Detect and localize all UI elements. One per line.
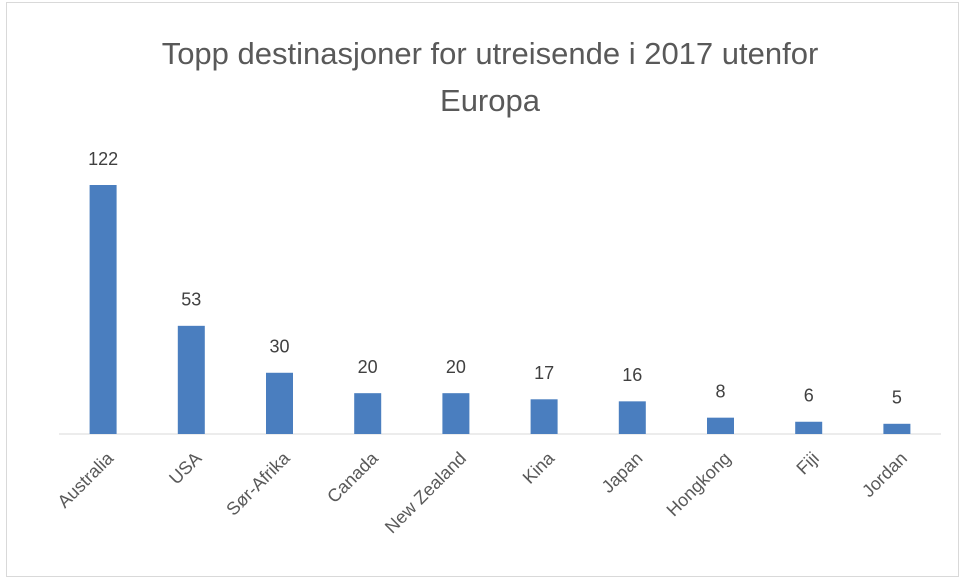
bar (354, 393, 382, 434)
data-label: 16 (622, 365, 642, 385)
x-tick-label: Fiji (792, 448, 822, 478)
x-tick-label: USA (165, 448, 205, 488)
x-tick-label: Hongkong (663, 448, 735, 520)
data-label: 53 (181, 290, 201, 310)
data-label: 122 (88, 149, 118, 169)
data-label: 6 (804, 386, 814, 406)
bar (707, 417, 734, 434)
bar (618, 401, 646, 434)
x-tick-label: Canada (323, 447, 382, 506)
bar (442, 393, 470, 434)
x-tick-label: Jordan (858, 448, 911, 501)
chart-title: Topp destinasjoner for utreisende i 2017… (161, 36, 819, 118)
x-tick-label: Japan (598, 448, 647, 497)
bar (266, 372, 293, 434)
data-label: 17 (534, 363, 554, 383)
bar (177, 325, 205, 434)
x-tick-label: New Zealand (381, 448, 470, 537)
chart-border (6, 2, 959, 577)
bar (530, 399, 558, 434)
x-tick-label: Kina (519, 447, 559, 487)
data-label: 20 (358, 357, 378, 377)
data-label: 30 (269, 337, 289, 357)
data-label: 8 (715, 381, 725, 401)
bar (89, 185, 117, 434)
data-label: 5 (892, 388, 902, 408)
bar (883, 423, 911, 434)
x-tick-label: Sør-Afrika (222, 447, 294, 519)
data-label: 20 (446, 357, 466, 377)
bar (795, 421, 823, 434)
x-tick-label: Australia (54, 447, 118, 511)
